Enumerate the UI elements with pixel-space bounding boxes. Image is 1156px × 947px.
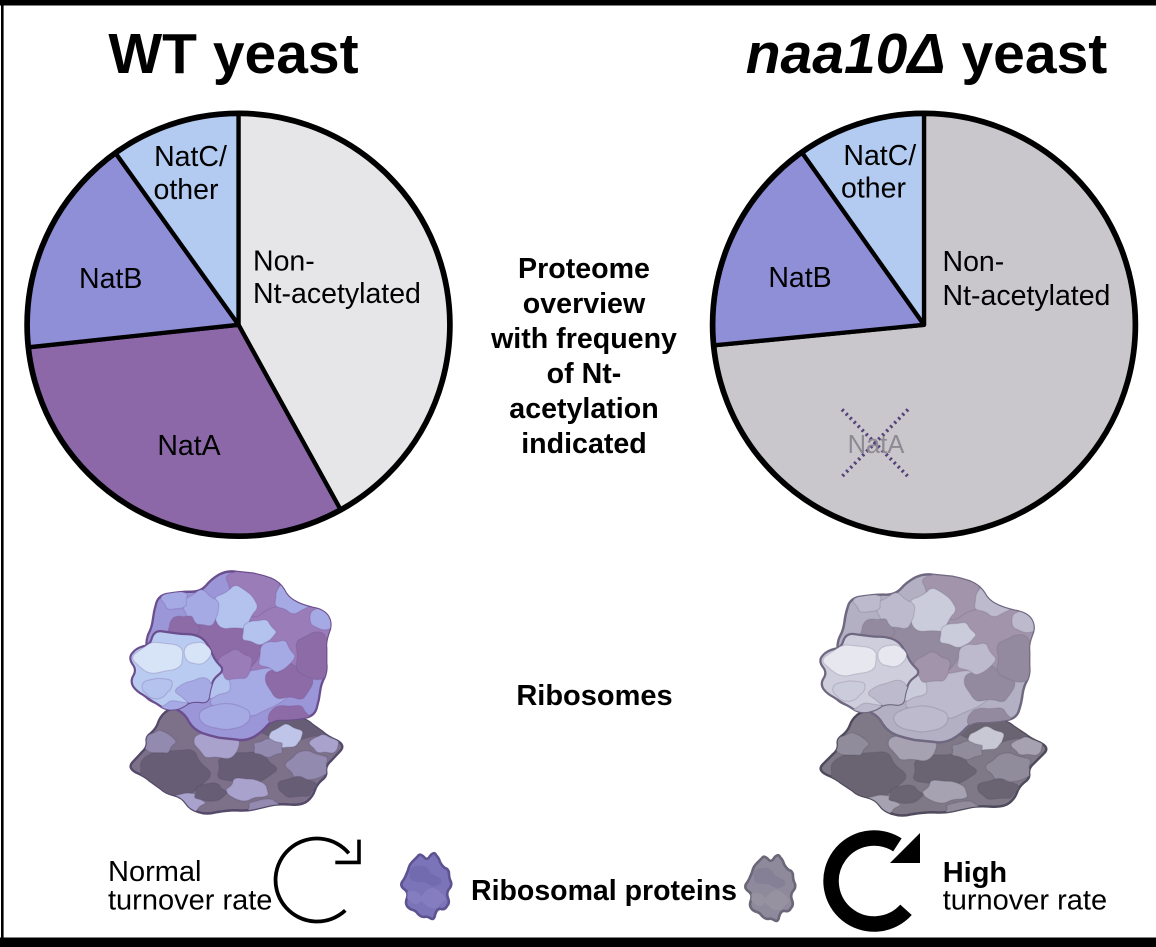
svg-text:NatA: NatA [157, 430, 220, 462]
svg-text:WT yeast: WT yeast [108, 22, 358, 86]
svg-text:NatC/: NatC/ [154, 141, 227, 173]
svg-text:naa10Δ yeast: naa10Δ yeast [746, 22, 1108, 86]
svg-text:with frequeny: with frequeny [490, 323, 677, 355]
svg-text:Non-: Non- [943, 246, 1005, 278]
svg-text:of Nt-: of Nt- [547, 358, 622, 390]
svg-text:Nt-acetylated: Nt-acetylated [253, 278, 421, 310]
svg-text:acetylation: acetylation [509, 393, 658, 425]
svg-text:turnover rate: turnover rate [108, 885, 272, 917]
svg-text:NatC/: NatC/ [843, 140, 916, 172]
svg-text:NatA: NatA [848, 431, 905, 459]
svg-text:other: other [154, 174, 219, 206]
svg-text:Normal: Normal [108, 856, 201, 888]
svg-text:Ribosomes: Ribosomes [516, 680, 672, 712]
svg-text:High: High [943, 857, 1007, 889]
svg-text:indicated: indicated [521, 428, 647, 460]
svg-text:NatB: NatB [768, 262, 831, 294]
svg-text:other: other [841, 173, 906, 205]
svg-text:NatB: NatB [79, 263, 142, 295]
svg-text:turnover rate: turnover rate [943, 885, 1107, 917]
svg-text:Nt-acetylated: Nt-acetylated [943, 280, 1111, 312]
svg-text:overview: overview [523, 288, 646, 320]
svg-text:Proteome: Proteome [518, 253, 650, 285]
svg-text:Non-: Non- [253, 245, 315, 277]
svg-text:Ribosomal proteins: Ribosomal proteins [471, 875, 737, 907]
